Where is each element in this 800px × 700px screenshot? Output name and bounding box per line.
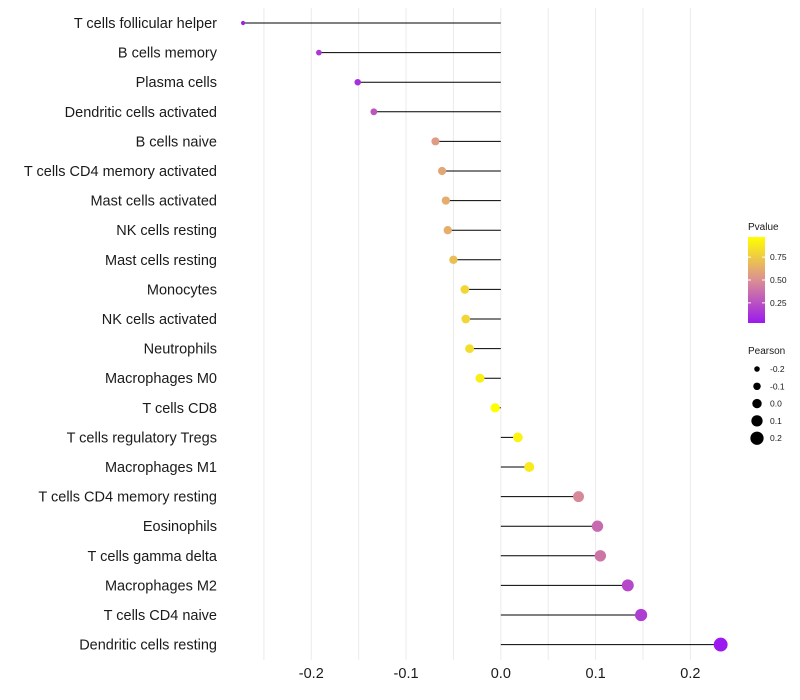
pvalue-tick-label: 0.75 [770,252,787,262]
lollipop-sticks [243,22,721,646]
lollipop-point [461,314,471,324]
lollipop-point [437,166,447,176]
y-axis-label: Monocytes [147,282,217,298]
lollipop-point [621,579,634,592]
lollipop-points [240,20,728,652]
pearson-size-key [752,398,762,409]
y-axis-label: T cells gamma delta [88,549,218,565]
lollipop-point [490,403,500,413]
y-axis-label: NK cells resting [116,223,217,239]
lollipop-point [634,608,648,622]
lollipop-point [441,196,450,205]
y-axis-label: Mast cells activated [90,194,217,210]
grid-lines [263,8,691,660]
y-axis-label: Mast cells resting [105,253,217,269]
pearson-size-key [754,366,760,372]
y-axis-label: Macrophages M0 [105,371,217,387]
pearson-size-key [751,415,763,427]
pearson-size-label: -0.2 [770,364,785,374]
x-tick-label: -0.1 [394,666,419,682]
x-tick-label: -0.2 [299,666,324,682]
y-axis-label: T cells CD4 memory resting [38,490,217,506]
lollipop-point [573,491,585,503]
pearson-legend: Pearson -0.2 -0.1 0.0 0.1 0.2 [748,346,785,445]
pvalue-legend: Pvalue 0.25 0.50 0.75 [748,222,787,323]
y-axis-label: Macrophages M1 [105,460,217,476]
lollipop-point [316,49,322,56]
y-axis-label: T cells follicular helper [74,16,217,32]
x-axis-tick-labels: -0.2 -0.1 0.0 0.1 0.2 [299,666,701,682]
y-axis-label: T cells CD8 [142,401,217,417]
pearson-size-label: 0.1 [770,416,782,426]
y-axis-label: T cells regulatory Tregs [67,430,217,446]
y-axis-label: B cells memory [118,46,218,62]
y-axis-label: T cells CD4 memory activated [24,164,217,180]
y-axis-label: Dendritic cells resting [79,638,217,654]
lollipop-point [431,137,440,146]
pvalue-legend-title: Pvalue [748,222,779,233]
lollipop-point [443,226,452,235]
lollipop-point [460,285,470,294]
lollipop-point [524,462,535,472]
pearson-size-label: 0.0 [770,399,782,409]
x-tick-label: 0.1 [586,666,606,682]
pearson-size-label: 0.2 [770,433,782,443]
pearson-legend-title: Pearson [748,346,785,357]
lollipop-point [475,373,485,383]
y-axis-label: Eosinophils [143,519,217,535]
y-axis-label: T cells CD4 naive [104,608,217,624]
pvalue-colorbar [748,237,765,323]
x-tick-label: 0.2 [680,666,700,682]
pearson-size-key [753,382,761,391]
pearson-size-key [750,431,764,445]
lollipop-point [370,108,378,116]
y-axis-label: Macrophages M2 [105,578,217,594]
lollipop-point [465,344,474,353]
lollipop-point [240,20,246,26]
lollipop-point [513,432,523,443]
y-axis-labels: T cells follicular helper B cells memory P… [24,16,218,654]
lollipop-point [713,637,728,652]
lollipop-point [449,255,458,265]
y-axis-label: NK cells activated [102,312,217,328]
y-axis-label: Neutrophils [144,342,217,358]
y-axis-label: Plasma cells [136,75,217,91]
y-axis-label: B cells naive [136,134,217,150]
pvalue-tick-label: 0.25 [770,298,787,308]
lollipop-point [594,550,607,562]
pvalue-tick-label: 0.50 [770,275,787,285]
y-axis-label: Dendritic cells activated [65,105,217,121]
lollipop-point [591,520,604,532]
lollipop-point [354,78,361,86]
pearson-size-label: -0.1 [770,381,785,391]
x-tick-label: 0.0 [491,666,511,682]
